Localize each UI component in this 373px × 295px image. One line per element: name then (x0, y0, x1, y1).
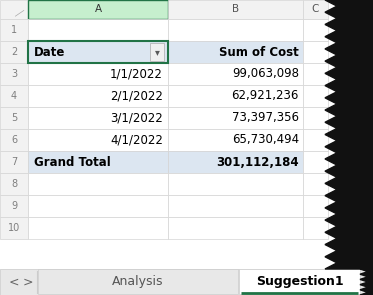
Text: 4: 4 (11, 91, 17, 101)
Text: 2/1/2022: 2/1/2022 (110, 89, 163, 102)
Text: 5: 5 (11, 113, 17, 123)
Text: <: < (9, 276, 19, 289)
Text: 1: 1 (11, 25, 17, 35)
Bar (0, 151, 28, 173)
Text: ▾: ▾ (154, 47, 159, 57)
Bar (303, 129, 328, 151)
Text: 8: 8 (11, 179, 17, 189)
Bar (303, 195, 328, 217)
Text: 9: 9 (11, 201, 17, 211)
Bar (168, 195, 303, 217)
Bar (168, 107, 303, 129)
Text: 3/1/2022: 3/1/2022 (110, 112, 163, 124)
Bar (303, 63, 328, 85)
Bar (0, 129, 28, 151)
Bar (303, 0, 328, 19)
Bar (168, 129, 303, 151)
Bar (168, 0, 303, 19)
Bar (28, 19, 168, 41)
Bar (38, 269, 238, 294)
Text: Grand Total: Grand Total (34, 155, 111, 168)
Polygon shape (325, 0, 373, 269)
Text: C: C (312, 4, 319, 14)
Text: 65,730,494: 65,730,494 (232, 134, 299, 147)
Bar (168, 19, 303, 41)
Bar (303, 107, 328, 129)
Bar (28, 151, 168, 173)
Bar (28, 41, 168, 63)
Bar (28, 107, 168, 129)
Bar (150, 43, 164, 61)
Bar (168, 217, 303, 239)
Bar (28, 0, 168, 19)
Bar (168, 41, 303, 63)
Bar (303, 85, 328, 107)
Bar (303, 41, 328, 63)
Bar (28, 63, 168, 85)
Text: 7: 7 (11, 157, 17, 167)
Bar (0, 107, 28, 129)
Text: Analysis: Analysis (112, 276, 164, 289)
Text: 301,112,184: 301,112,184 (216, 155, 299, 168)
Bar (0, 41, 28, 63)
Bar (239, 269, 360, 294)
Bar (168, 85, 303, 107)
Text: 62,921,236: 62,921,236 (232, 89, 299, 102)
Text: Date: Date (34, 45, 65, 58)
Text: Suggestion1: Suggestion1 (256, 275, 343, 288)
Text: 73,397,356: 73,397,356 (232, 112, 299, 124)
Bar (0, 85, 28, 107)
Bar (28, 85, 168, 107)
Bar (303, 173, 328, 195)
Text: Sum of Cost: Sum of Cost (219, 45, 299, 58)
Bar (0, 195, 28, 217)
Bar (0, 0, 28, 19)
Text: 3: 3 (11, 69, 17, 79)
Bar (28, 129, 168, 151)
Bar (303, 19, 328, 41)
Text: 99,063,098: 99,063,098 (232, 68, 299, 81)
Bar (303, 217, 328, 239)
Bar (0, 269, 373, 295)
Bar (303, 151, 328, 173)
Bar (168, 173, 303, 195)
Bar (168, 63, 303, 85)
Text: 2: 2 (11, 47, 17, 57)
Text: 1/1/2022: 1/1/2022 (110, 68, 163, 81)
Bar (28, 217, 168, 239)
Polygon shape (360, 269, 373, 295)
Text: 6: 6 (11, 135, 17, 145)
Bar (28, 195, 168, 217)
Bar (0, 217, 28, 239)
Bar (168, 151, 303, 173)
Bar (0, 19, 28, 41)
Bar (0, 173, 28, 195)
Text: >: > (23, 276, 33, 289)
Text: 4/1/2022: 4/1/2022 (110, 134, 163, 147)
Text: B: B (232, 4, 239, 14)
Bar (0, 63, 28, 85)
Text: 10: 10 (8, 223, 20, 233)
Bar (28, 173, 168, 195)
Text: A: A (94, 4, 101, 14)
